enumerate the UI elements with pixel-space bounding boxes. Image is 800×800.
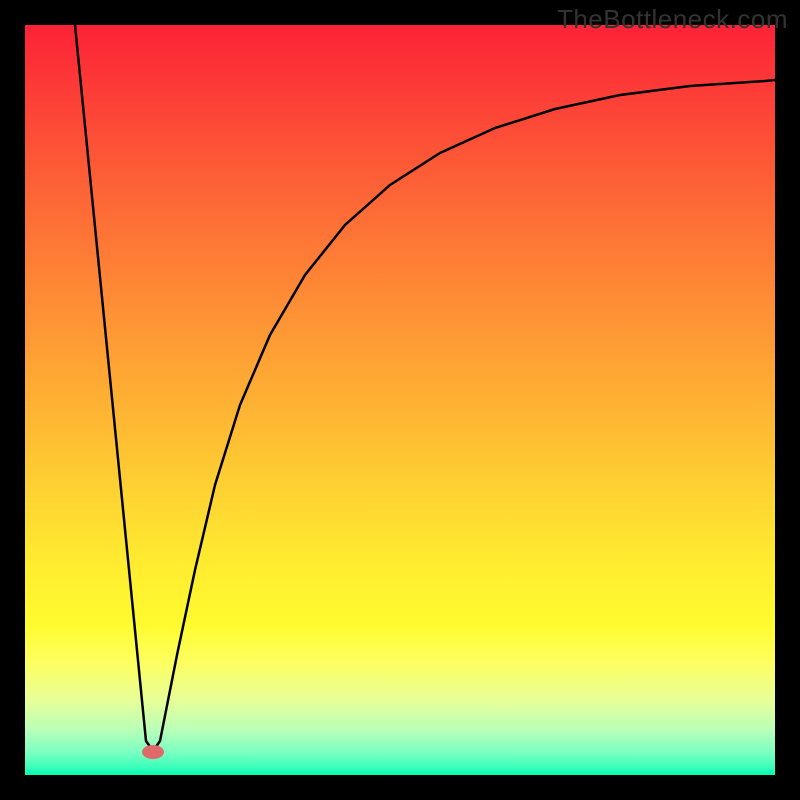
plot-svg (25, 25, 775, 775)
watermark-text: TheBottleneck.com (557, 4, 788, 35)
minimum-marker (142, 745, 164, 759)
chart-container: TheBottleneck.com (0, 0, 800, 800)
plot-area (25, 25, 775, 775)
